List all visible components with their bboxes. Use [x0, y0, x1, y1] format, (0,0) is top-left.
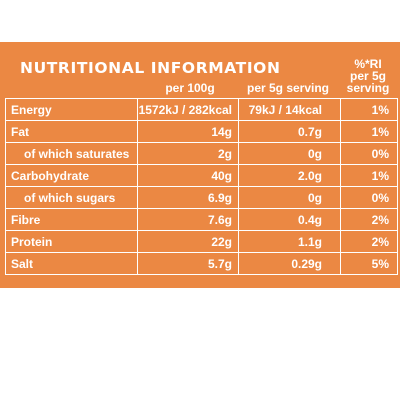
row-label: of which sugars — [5, 186, 138, 209]
value-ri: 2% — [340, 230, 398, 253]
value-ri: 1% — [340, 164, 398, 187]
value-per-100g: 7.6g — [137, 208, 239, 231]
value-ri: 1% — [340, 98, 398, 121]
value-per-serving: 0.4g — [238, 208, 341, 231]
table-row: of which sugars 6.9g 0g 0% — [5, 186, 398, 209]
row-label: Protein — [5, 230, 138, 253]
row-label: Fat — [5, 120, 138, 143]
header-per-serving: per 5g serving — [246, 81, 330, 95]
value-ri: 0% — [340, 186, 398, 209]
table-row: Fat 14g 0.7g 1% — [5, 120, 398, 143]
value-ri: 5% — [340, 252, 398, 275]
value-per-serving: 0.29g — [238, 252, 341, 275]
value-per-100g: 22g — [137, 230, 239, 253]
row-label: Carbohydrate — [5, 164, 138, 187]
value-ri: 1% — [340, 120, 398, 143]
row-label: Salt — [5, 252, 138, 275]
table-row: Salt 5.7g 0.29g 5% — [5, 252, 398, 275]
value-per-100g: 40g — [137, 164, 239, 187]
header-ri-line1: %*RI — [354, 57, 382, 71]
table-row: Energy 1572kJ / 282kcal 79kJ / 14kcal 1% — [5, 98, 398, 121]
header-per-100g: per 100g — [165, 81, 215, 95]
table-row: of which saturates 2g 0g 0% — [5, 142, 398, 165]
value-ri: 2% — [340, 208, 398, 231]
value-per-100g: 1572kJ / 282kcal — [137, 98, 239, 121]
header-ri-line2: per 5g — [349, 69, 386, 83]
value-per-serving: 1.1g — [238, 230, 341, 253]
row-label: Energy — [5, 98, 138, 121]
value-per-serving: 0g — [238, 142, 341, 165]
value-per-100g: 2g — [137, 142, 239, 165]
value-per-serving: 0g — [238, 186, 341, 209]
nutrition-table: Energy 1572kJ / 282kcal 79kJ / 14kcal 1%… — [5, 98, 398, 275]
row-label: of which saturates — [5, 142, 138, 165]
panel-title: NUTRITIONAL INFORMATION — [20, 59, 281, 77]
value-per-100g: 14g — [137, 120, 239, 143]
value-per-100g: 6.9g — [137, 186, 239, 209]
value-per-100g: 5.7g — [137, 252, 239, 275]
value-per-serving: 2.0g — [238, 164, 341, 187]
row-label: Fibre — [5, 208, 138, 231]
header-ri: %*RI per 5g serving — [340, 58, 396, 94]
table-row: Protein 22g 1.1g 2% — [5, 230, 398, 253]
table-row: Carbohydrate 40g 2.0g 1% — [5, 164, 398, 187]
value-per-serving: 0.7g — [238, 120, 341, 143]
value-ri: 0% — [340, 142, 398, 165]
table-row: Fibre 7.6g 0.4g 2% — [5, 208, 398, 231]
header-ri-line3: serving — [346, 81, 390, 95]
value-per-serving: 79kJ / 14kcal — [238, 98, 341, 121]
